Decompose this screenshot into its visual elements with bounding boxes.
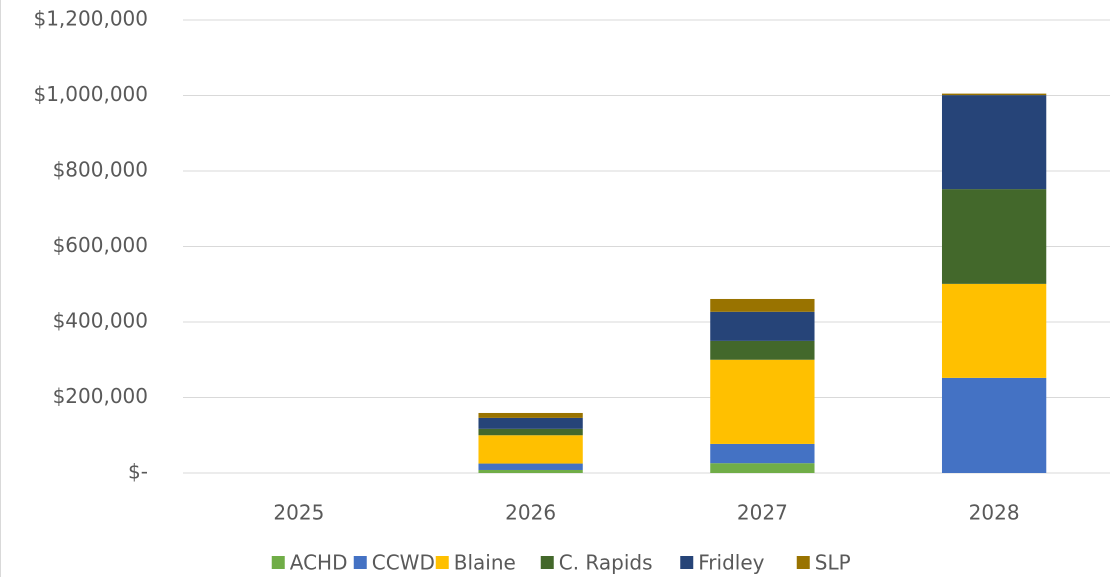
y-tick-label: $600,000 (53, 233, 148, 257)
y-tick-label: $1,000,000 (33, 82, 148, 106)
legend-swatch (435, 556, 449, 569)
legend-label: CCWD (372, 551, 435, 575)
legend-label: Blaine (454, 551, 516, 575)
legend-swatch (680, 556, 694, 569)
x-tick-label: 2027 (737, 501, 788, 525)
legend-label: SLP (815, 551, 851, 575)
legend-swatch (796, 556, 810, 569)
bar-segment (478, 412, 583, 418)
bar-segment (941, 189, 1047, 284)
y-tick-label: $1,200,000 (33, 7, 148, 31)
legend-swatch (540, 556, 554, 569)
bar-segment (478, 417, 583, 429)
legend-label: Fridley (698, 551, 764, 575)
bar-segment (710, 443, 815, 464)
y-tick-label: $- (128, 460, 148, 484)
bar-segment (710, 311, 815, 341)
bar-segment (710, 359, 815, 444)
y-tick-label: $800,000 (53, 158, 148, 182)
legend-swatch (271, 556, 285, 569)
bar-segment (710, 463, 815, 473)
x-tick-label: 2025 (273, 501, 324, 525)
y-tick-label: $200,000 (53, 384, 148, 408)
legend-swatch (353, 556, 367, 569)
bar-segment (710, 340, 815, 360)
bar-segment (710, 298, 815, 312)
bar-segment (941, 283, 1047, 378)
bar-segment (941, 93, 1047, 96)
bar-segment (478, 463, 583, 470)
x-tick-label: 2028 (969, 501, 1020, 525)
bar-segment (941, 377, 1047, 473)
y-tick-label: $400,000 (53, 309, 148, 333)
bar-segment (478, 469, 583, 473)
x-tick-label: 2026 (505, 501, 556, 525)
legend-label: ACHD (290, 551, 348, 575)
bar-segment (941, 95, 1047, 190)
legend-label: C. Rapids (559, 551, 653, 575)
bar-segment (478, 428, 583, 436)
bar-segment (478, 435, 583, 464)
